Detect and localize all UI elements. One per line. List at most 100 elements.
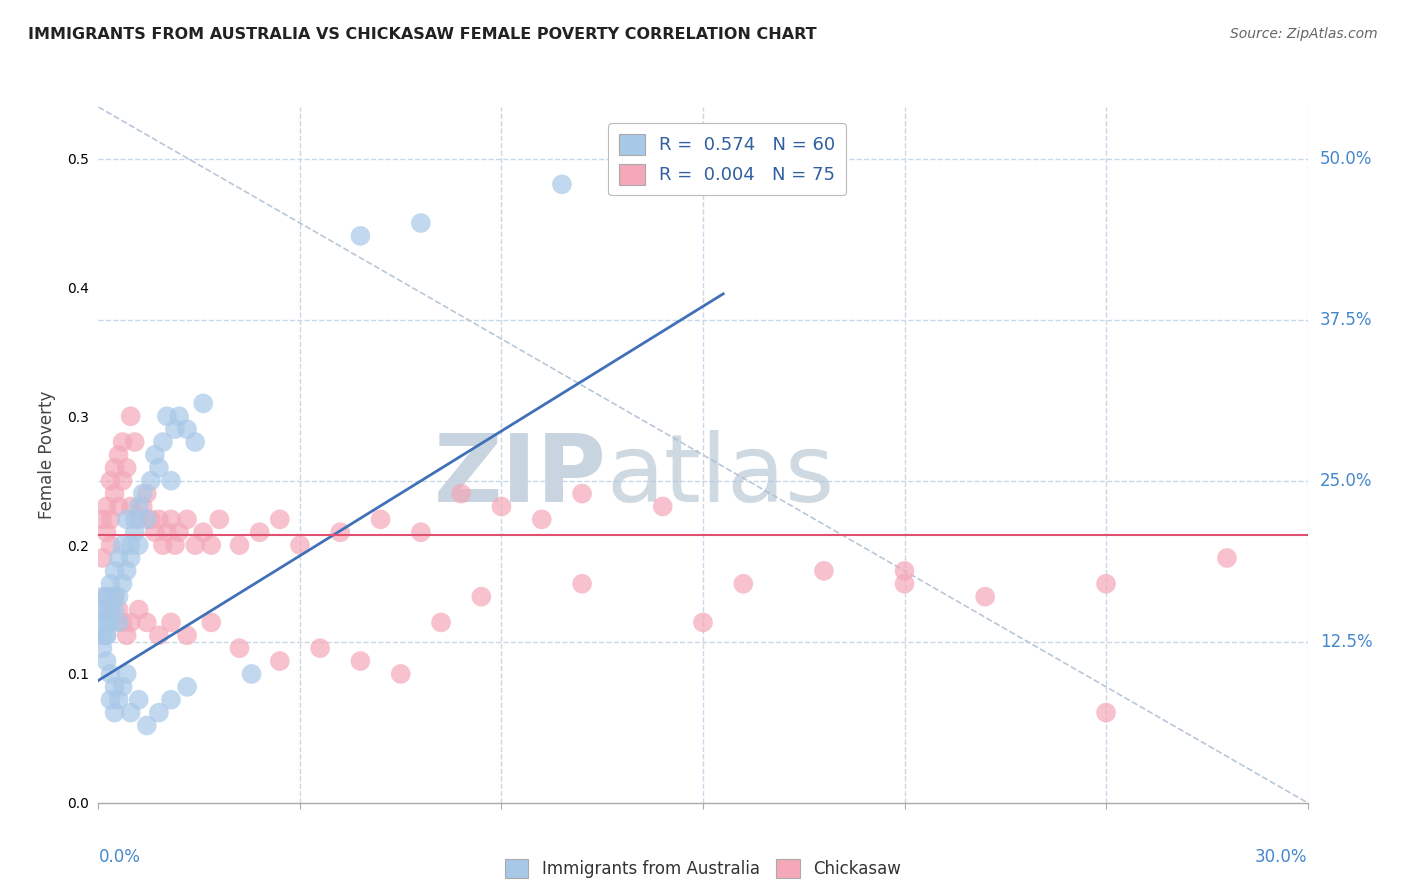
Point	[148, 628, 170, 642]
Point	[309, 641, 332, 656]
Text: 0.0%: 0.0%	[98, 848, 141, 866]
Point	[132, 486, 155, 500]
Point	[813, 564, 835, 578]
Point	[107, 448, 129, 462]
Point	[167, 409, 190, 424]
Point	[135, 512, 157, 526]
Point	[107, 615, 129, 630]
Point	[974, 590, 997, 604]
Text: 12.5%: 12.5%	[1320, 632, 1372, 651]
Point	[240, 667, 263, 681]
Point	[120, 500, 142, 514]
Point	[100, 512, 122, 526]
Point	[409, 216, 432, 230]
Point	[120, 706, 142, 720]
Point	[176, 422, 198, 436]
Point	[156, 409, 179, 424]
Text: 30.0%: 30.0%	[1256, 848, 1308, 866]
Text: IMMIGRANTS FROM AUSTRALIA VS CHICKASAW FEMALE POVERTY CORRELATION CHART: IMMIGRANTS FROM AUSTRALIA VS CHICKASAW F…	[28, 27, 817, 42]
Point	[100, 602, 122, 616]
Text: 50.0%: 50.0%	[1320, 150, 1372, 168]
Point	[135, 615, 157, 630]
Point	[200, 615, 222, 630]
Point	[349, 654, 371, 668]
Point	[115, 564, 138, 578]
Point	[120, 409, 142, 424]
Text: 37.5%: 37.5%	[1320, 310, 1372, 328]
Point	[91, 641, 114, 656]
Point	[176, 628, 198, 642]
Point	[103, 590, 125, 604]
Point	[551, 178, 574, 192]
Point	[288, 538, 311, 552]
Point	[100, 692, 122, 706]
Point	[733, 576, 755, 591]
Point	[193, 525, 215, 540]
Point	[100, 667, 122, 681]
Point	[96, 602, 118, 616]
Point	[249, 525, 271, 540]
Point	[651, 500, 673, 514]
Point	[107, 692, 129, 706]
Point	[148, 460, 170, 475]
Point	[103, 564, 125, 578]
Point	[107, 602, 129, 616]
Point	[120, 538, 142, 552]
Point	[91, 590, 114, 604]
Point	[228, 641, 250, 656]
Point	[1216, 551, 1239, 566]
Point	[160, 474, 183, 488]
Point	[430, 615, 453, 630]
Point	[160, 615, 183, 630]
Point	[124, 525, 146, 540]
Point	[100, 602, 122, 616]
Y-axis label: Female Poverty: Female Poverty	[38, 391, 56, 519]
Text: ZIP: ZIP	[433, 430, 606, 522]
Point	[111, 615, 134, 630]
Point	[91, 551, 114, 566]
Point	[135, 718, 157, 732]
Point	[91, 615, 114, 630]
Point	[470, 590, 492, 604]
Point	[184, 435, 207, 450]
Point	[100, 538, 122, 552]
Point	[107, 500, 129, 514]
Point	[329, 525, 352, 540]
Point	[139, 474, 162, 488]
Point	[208, 512, 231, 526]
Point	[96, 628, 118, 642]
Point	[143, 525, 166, 540]
Point	[96, 500, 118, 514]
Legend: Immigrants from Australia, Chickasaw: Immigrants from Australia, Chickasaw	[498, 853, 908, 885]
Point	[96, 590, 118, 604]
Point	[148, 512, 170, 526]
Point	[111, 474, 134, 488]
Point	[1095, 576, 1118, 591]
Point	[228, 538, 250, 552]
Point	[152, 435, 174, 450]
Point	[120, 615, 142, 630]
Point	[349, 228, 371, 243]
Point	[160, 512, 183, 526]
Point	[103, 706, 125, 720]
Point	[143, 448, 166, 462]
Point	[193, 396, 215, 410]
Point	[96, 525, 118, 540]
Point	[152, 538, 174, 552]
Point	[91, 512, 114, 526]
Point	[103, 590, 125, 604]
Point	[128, 692, 150, 706]
Point	[91, 602, 114, 616]
Point	[1095, 706, 1118, 720]
Point	[96, 654, 118, 668]
Point	[120, 551, 142, 566]
Point	[103, 460, 125, 475]
Point	[96, 615, 118, 630]
Text: 25.0%: 25.0%	[1320, 472, 1372, 490]
Point	[103, 680, 125, 694]
Point	[128, 538, 150, 552]
Point	[571, 576, 593, 591]
Point	[96, 628, 118, 642]
Point	[269, 654, 291, 668]
Point	[100, 474, 122, 488]
